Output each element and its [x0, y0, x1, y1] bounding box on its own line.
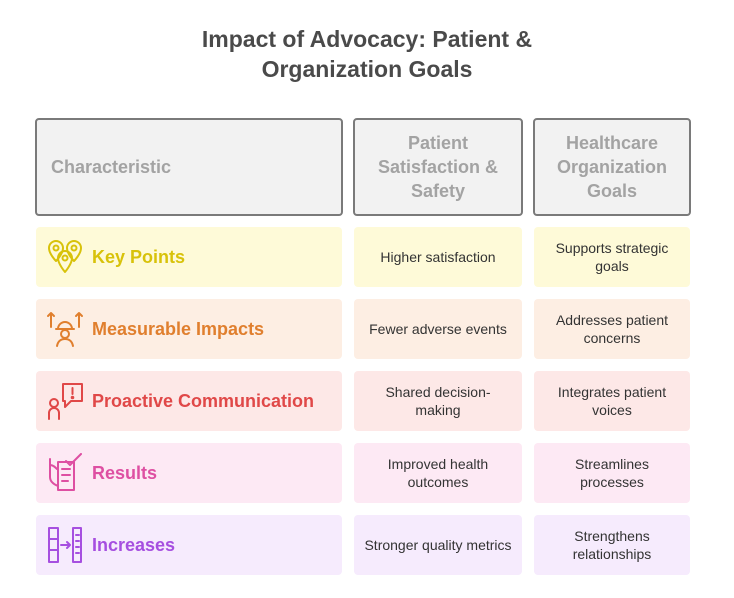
row-results: Results: [36, 443, 342, 503]
title-line-2: Organization Goals: [261, 56, 473, 82]
cell-proactive-communication-patient: Shared decision-making: [354, 371, 522, 431]
cell-results-organization: Streamlines processes: [534, 443, 690, 503]
row-increases: Increases: [36, 515, 342, 575]
cell-text: Integrates patient voices: [557, 384, 667, 418]
header-organization-goals-label: Healthcare Organization Goals: [556, 133, 667, 201]
header-organization-goals: Healthcare Organization Goals: [533, 118, 691, 216]
cell-increases-organization: Strengthens relationships: [534, 515, 690, 575]
cell-text: Shared decision-making: [385, 384, 491, 418]
cell-text: Addresses patient concerns: [555, 312, 669, 346]
cell-increases-patient: Stronger quality metrics: [354, 515, 522, 575]
cell-text: Fewer adverse events: [369, 321, 507, 337]
diagram-title: Impact of Advocacy: Patient & Organizati…: [0, 24, 734, 84]
cell-text: Stronger quality metrics: [364, 537, 512, 553]
cell-text: Improved health outcomes: [387, 456, 489, 490]
person-alert-bubble-icon: [46, 381, 84, 421]
header-characteristic-label: Characteristic: [51, 157, 172, 177]
cell-measurable-impacts-patient: Fewer adverse events: [354, 299, 522, 359]
header-patient-satisfaction: Patient Satisfaction & Safety: [353, 118, 523, 216]
location-pins-icon: [46, 237, 84, 277]
cell-key-points-patient: Higher satisfaction: [354, 227, 522, 287]
row-measurable-impacts-label: Measurable Impacts: [92, 318, 265, 339]
row-increases-label: Increases: [92, 534, 176, 555]
checklist-hand-icon: [46, 453, 84, 493]
header-characteristic: Characteristic: [35, 118, 343, 216]
cell-text: Higher satisfaction: [380, 249, 496, 265]
title-line-1: Impact of Advocacy: Patient &: [201, 26, 533, 52]
worker-arrows-icon: [46, 309, 84, 349]
cell-proactive-communication-organization: Integrates patient voices: [534, 371, 690, 431]
cell-results-patient: Improved health outcomes: [354, 443, 522, 503]
row-key-points: Key Points: [36, 227, 342, 287]
row-proactive-communication: Proactive Communication: [36, 371, 342, 431]
row-proactive-communication-label: Proactive Communication: [92, 390, 315, 411]
row-measurable-impacts: Measurable Impacts: [36, 299, 342, 359]
row-key-points-label: Key Points: [92, 246, 186, 267]
row-results-label: Results: [92, 462, 158, 483]
cell-text: Strengthens relationships: [572, 528, 652, 562]
cell-text: Streamlines processes: [575, 456, 649, 490]
columns-arrow-icon: [46, 525, 84, 565]
cell-key-points-organization: Supports strategic goals: [534, 227, 690, 287]
cell-text: Supports strategic goals: [555, 240, 669, 274]
header-patient-satisfaction-label: Patient Satisfaction & Safety: [377, 133, 499, 201]
cell-measurable-impacts-organization: Addresses patient concerns: [534, 299, 690, 359]
